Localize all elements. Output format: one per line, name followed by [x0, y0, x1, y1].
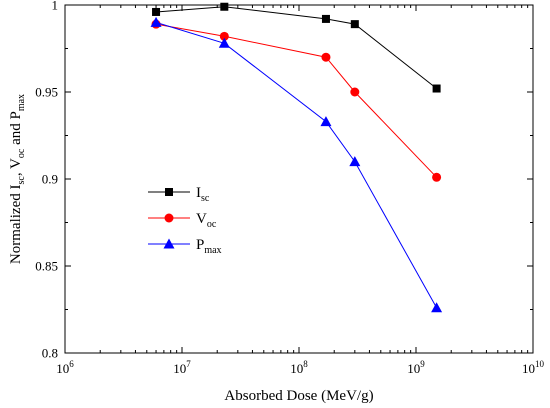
legend-marker-pmax [163, 238, 175, 249]
x-axis-label: Absorbed Dose (MeV/g) [224, 388, 373, 404]
legend-marker-voc [164, 213, 174, 223]
data-point-voc [432, 172, 442, 182]
data-point-isc [321, 14, 330, 23]
y-tick-label: 0.85 [35, 259, 58, 274]
x-tick-label: 109 [407, 359, 425, 376]
data-point-isc [432, 84, 441, 93]
y-axis-label: Normalized Isc, Voc and Pmax [8, 94, 27, 264]
data-point-pmax [150, 16, 162, 27]
data-point-isc [152, 7, 161, 16]
series-layer [150, 2, 443, 313]
y-tick-label: 0.95 [35, 85, 58, 100]
legend-label-isc: Isc [196, 185, 210, 204]
legend-label-pmax: Pmax [196, 237, 222, 256]
x-tick-label: 107 [173, 359, 191, 376]
data-point-pmax [349, 156, 361, 167]
data-point-isc [350, 20, 359, 29]
legend-marker-isc [165, 188, 173, 196]
x-tick-label: 106 [56, 359, 74, 376]
data-point-pmax [320, 116, 332, 127]
y-tick-label: 0.8 [42, 346, 58, 361]
plot-frame [64, 4, 534, 354]
y-tick-label: 0.9 [42, 172, 58, 187]
data-point-voc [321, 52, 331, 62]
y-tick-label: 1 [52, 0, 59, 13]
x-tick-label: 108 [290, 359, 308, 376]
data-point-voc [350, 87, 360, 97]
series-line-voc [155, 23, 437, 178]
data-point-voc [219, 31, 229, 41]
series-line-pmax [155, 21, 438, 309]
data-point-pmax [218, 37, 230, 48]
data-point-isc [220, 2, 229, 11]
axis-layer: 106 107 108 109 1010 0.8 0.85 0.9 0.95 1 [35, 0, 544, 376]
x-tick-label: 1010 [522, 359, 545, 376]
legend-label-voc: Voc [196, 211, 217, 230]
data-point-pmax [431, 302, 443, 313]
legend: Isc Voc Pmax [148, 185, 222, 256]
series-line-isc [155, 6, 437, 89]
